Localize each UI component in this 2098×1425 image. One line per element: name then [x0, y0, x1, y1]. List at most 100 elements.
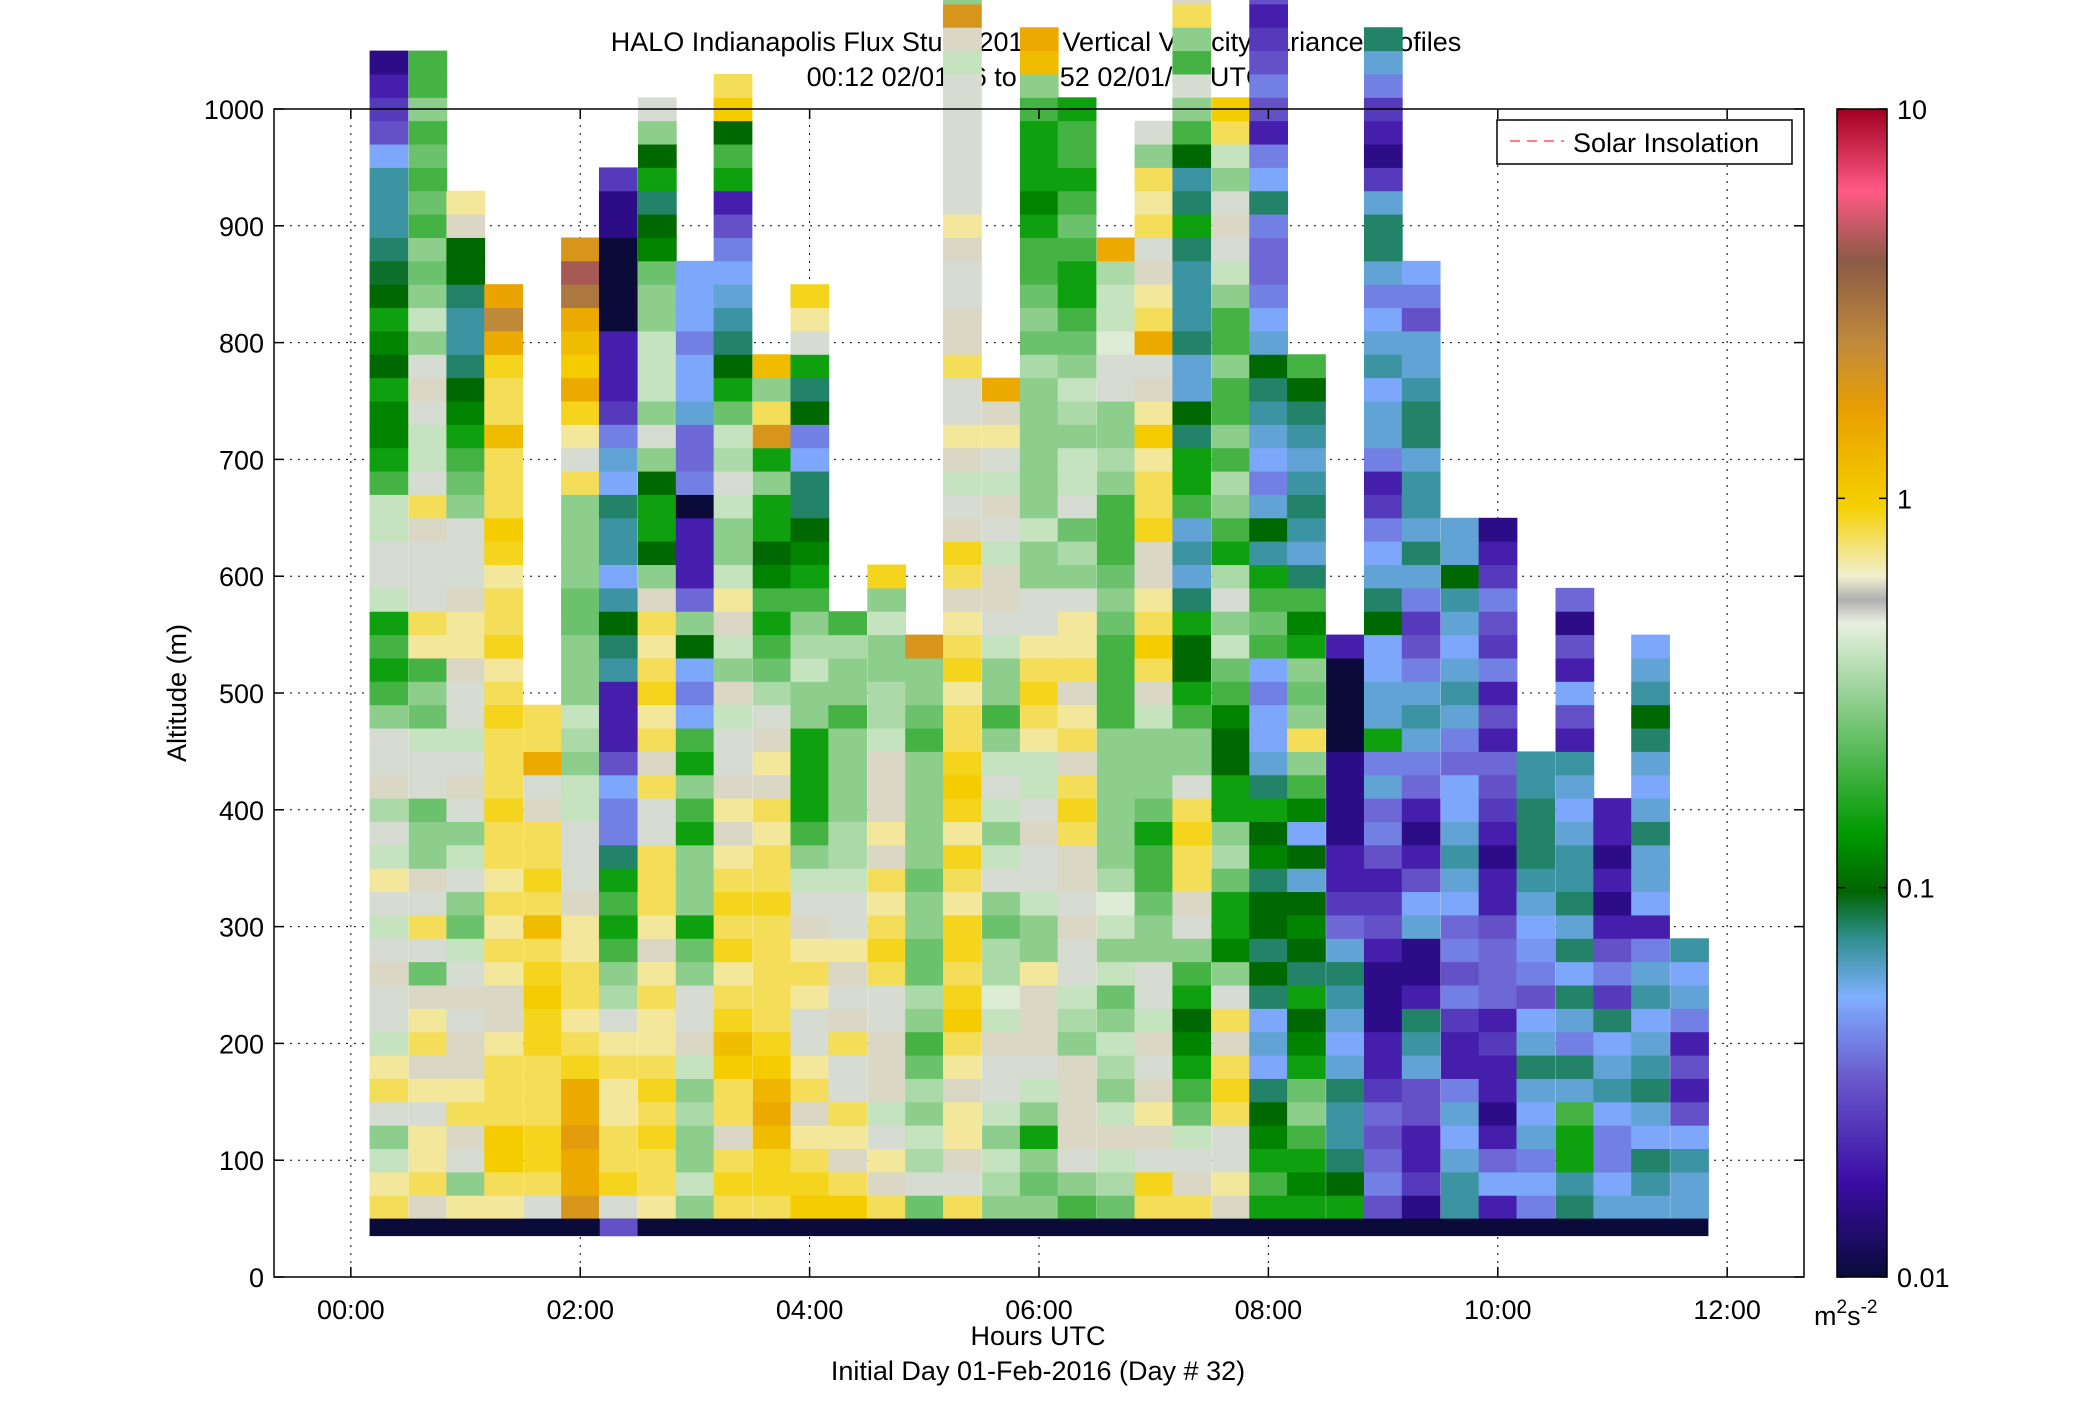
heatmap-cell: [1478, 728, 1518, 752]
heatmap-cell: [1516, 821, 1556, 846]
heatmap-cell: [1631, 1125, 1670, 1150]
heatmap-cell: [1172, 354, 1212, 379]
heatmap-cell: [943, 844, 982, 869]
heatmap-cell: [713, 167, 753, 192]
heatmap-cell: [637, 424, 677, 449]
heatmap-cell: [1478, 1195, 1518, 1220]
heatmap-cell: [1478, 1008, 1518, 1033]
heatmap-cell: [446, 681, 486, 706]
heatmap-cell: [1555, 1008, 1595, 1033]
heatmap-cell: [1211, 1195, 1251, 1220]
heatmap-cell: [675, 681, 715, 706]
heatmap-cell: [982, 1148, 1021, 1173]
heatmap-cell: [408, 144, 448, 168]
heatmap-cell: [1057, 471, 1097, 495]
heatmap-cell: [713, 634, 753, 659]
heatmap-cell: [408, 307, 448, 332]
heatmap-cell: [408, 914, 448, 939]
heatmap-cell: [1134, 938, 1174, 963]
heatmap-cell: [1211, 587, 1251, 612]
heatmap-cell: [408, 751, 448, 776]
heatmap-cell: [369, 868, 409, 893]
heatmap-cell: [943, 657, 982, 682]
heatmap-cell: [1057, 307, 1097, 332]
heatmap-cell: [1057, 424, 1097, 449]
heatmap-cell: [1249, 120, 1289, 145]
heatmap-cell: [1593, 844, 1633, 869]
heatmap-cell: [1249, 307, 1289, 332]
heatmap-cell: [1172, 144, 1212, 168]
heatmap-cell: [484, 494, 524, 519]
heatmap-cell: [1019, 494, 1059, 519]
heatmap-cell: [1249, 424, 1289, 449]
heatmap-cell: [446, 868, 486, 893]
heatmap-cell: [1134, 821, 1174, 846]
heatmap-cell: [1631, 1101, 1670, 1126]
heatmap-cell: [1440, 587, 1480, 612]
heatmap-cell: [675, 471, 715, 495]
heatmap-cell: [713, 237, 753, 262]
heatmap-cell: [1172, 424, 1212, 449]
heatmap-cell: [446, 541, 486, 566]
heatmap-cell: [484, 868, 524, 893]
heatmap-cell: [1326, 1101, 1365, 1126]
heatmap-cell: [1172, 751, 1212, 776]
heatmap-cell: [713, 914, 753, 939]
heatmap-cell: [1134, 1078, 1174, 1103]
heatmap-cell: [1019, 821, 1059, 846]
x-tick-label: 04:00: [776, 1295, 844, 1325]
heatmap-cell: [1593, 891, 1633, 916]
heatmap-cell: [828, 657, 868, 682]
heatmap-cell: [1401, 1171, 1441, 1196]
heatmap-cell: [1670, 1031, 1709, 1056]
heatmap-cell: [1019, 517, 1059, 542]
heatmap-cell: [752, 774, 792, 799]
heatmap-cell: [675, 728, 715, 752]
heatmap-cell: [1057, 634, 1097, 659]
heatmap-cell: [561, 424, 600, 449]
heatmap-cell: [1440, 891, 1480, 916]
heatmap-cell: [713, 657, 753, 682]
heatmap-cell: [1057, 1171, 1097, 1196]
heatmap-cell: [484, 657, 524, 682]
heatmap-cell: [943, 681, 982, 706]
heatmap-cell: [1134, 307, 1174, 332]
heatmap-cell: [1096, 1148, 1136, 1173]
heatmap-cell: [867, 985, 907, 1009]
heatmap-cell: [1211, 237, 1251, 262]
heatmap-cell: [675, 1171, 715, 1196]
heatmap-cell: [675, 914, 715, 939]
heatmap-cell: [982, 1171, 1021, 1196]
heatmap-cell: [1096, 704, 1136, 729]
heatmap-cell: [446, 821, 486, 846]
heatmap-cell: [713, 260, 753, 285]
heatmap-cell: [1440, 1078, 1480, 1103]
heatmap-cell: [1172, 120, 1212, 145]
heatmap-cell: [1172, 214, 1212, 238]
heatmap-cell: [408, 681, 448, 706]
heatmap-cell: [1211, 541, 1251, 566]
heatmap-cell: [675, 1148, 715, 1173]
heatmap-cell: [790, 1008, 830, 1033]
heatmap-cell: [484, 330, 524, 355]
heatmap-cell: [1555, 634, 1595, 659]
heatmap-cell: [1363, 144, 1403, 168]
heatmap-cell: [1478, 587, 1518, 612]
heatmap-cell: [752, 704, 792, 729]
heatmap-cell: [790, 1078, 830, 1103]
heatmap-cell: [1478, 798, 1518, 822]
heatmap-cell: [1478, 611, 1518, 636]
heatmap-cell: [1096, 751, 1136, 776]
heatmap-cell: [523, 938, 562, 963]
heatmap-cell: [1019, 844, 1059, 869]
heatmap-cell: [637, 307, 677, 332]
heatmap-cell: [1631, 891, 1670, 916]
heatmap-cell: [675, 704, 715, 729]
heatmap-cell: [752, 868, 792, 893]
heatmap-cell: [408, 798, 448, 822]
heatmap-cell: [1249, 1101, 1289, 1126]
heatmap-cell: [1401, 1078, 1441, 1103]
heatmap-cell: [1057, 284, 1097, 309]
heatmap-cell: [1057, 1125, 1097, 1150]
heatmap-cell: [713, 985, 753, 1009]
